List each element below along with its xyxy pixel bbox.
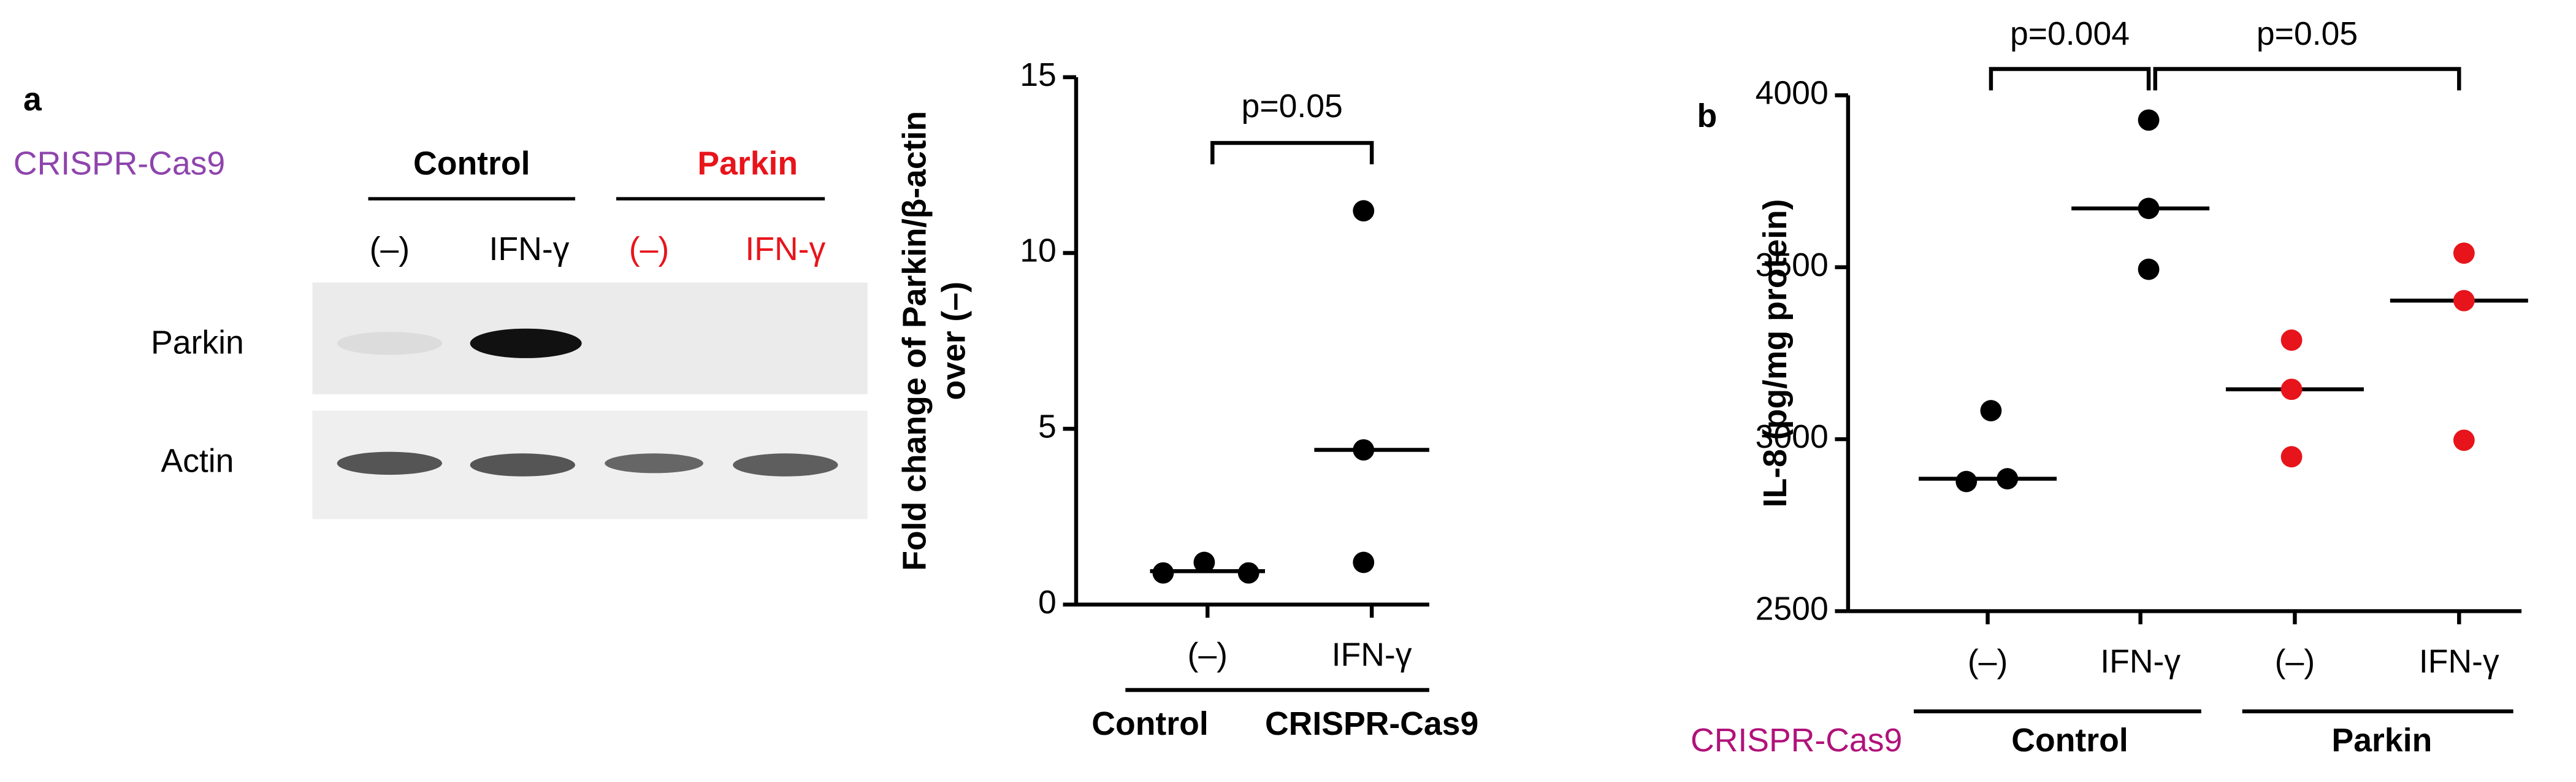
y-axis-label: Fold change of Parkin/β-actin xyxy=(896,111,933,571)
point xyxy=(2138,197,2160,220)
x-tick-label: (–) xyxy=(2275,643,2315,680)
lane-label: IFN-γ xyxy=(489,231,570,267)
y-tick-label: 2500 xyxy=(1756,591,1829,627)
x-tick-label: (–) xyxy=(1968,643,2008,680)
row-label: Actin xyxy=(161,443,234,480)
group-label: Control xyxy=(2011,723,2128,759)
band xyxy=(337,451,443,475)
y-tick-label: 4000 xyxy=(1756,75,1829,112)
y-axis-label: IL-8 (pg/mg protein) xyxy=(1757,199,1794,507)
band xyxy=(733,453,838,477)
p-value: p=0.05 xyxy=(2257,16,2358,52)
point xyxy=(1152,562,1174,584)
group-sublabel: CRISPR-Cas9 xyxy=(1265,706,1478,742)
band xyxy=(470,328,582,358)
group-label: Parkin xyxy=(2332,723,2433,759)
significance-bracket xyxy=(1210,140,1374,164)
point xyxy=(1955,470,1978,493)
point xyxy=(2138,109,2160,131)
group-label: Control xyxy=(413,146,530,182)
point xyxy=(2453,429,2475,451)
point xyxy=(2280,378,2303,401)
y-tick-label: 3500 xyxy=(1756,247,1829,283)
lane-label: (–) xyxy=(370,231,410,267)
y-tick-label: 5 xyxy=(1038,408,1057,445)
p-value: p=0.05 xyxy=(1242,88,1343,125)
crispr-label: CRISPR-Cas9 xyxy=(13,146,225,182)
panel-label: b xyxy=(1697,98,1717,134)
lane-label: (–) xyxy=(629,231,669,267)
point xyxy=(1353,439,1375,461)
y-axis-label: over (–) xyxy=(936,282,973,400)
y-tick-label: 10 xyxy=(1020,233,1057,269)
point xyxy=(2280,329,2303,351)
point xyxy=(1193,551,1215,573)
point xyxy=(2453,242,2475,264)
point xyxy=(1237,562,1259,584)
x-tick-label: IFN-γ xyxy=(1332,637,1412,673)
crispr-label: CRISPR-Cas9 xyxy=(1691,723,1902,759)
point xyxy=(2280,446,2303,468)
x-tick-label: IFN-γ xyxy=(2419,643,2499,680)
y-tick-label: 3000 xyxy=(1756,419,1829,455)
band xyxy=(337,332,443,355)
point xyxy=(2453,289,2475,312)
point xyxy=(2138,258,2160,280)
x-tick-label: (–) xyxy=(1188,637,1228,673)
group-label: Parkin xyxy=(697,146,798,182)
row-label: Parkin xyxy=(151,325,244,361)
point xyxy=(1997,468,2019,489)
lane-label: IFN-γ xyxy=(745,231,825,267)
point xyxy=(1980,400,2002,421)
y-tick-label: 15 xyxy=(1020,57,1057,93)
point xyxy=(1353,200,1375,222)
band xyxy=(470,453,575,477)
panel-label: a xyxy=(23,82,42,118)
p-value: p=0.004 xyxy=(2010,16,2130,52)
y-tick-label: 0 xyxy=(1038,585,1057,621)
group-label: Control xyxy=(1091,706,1208,742)
point xyxy=(1353,551,1375,573)
x-tick-label: IFN-γ xyxy=(2100,643,2180,680)
band xyxy=(605,453,703,473)
significance-bracket xyxy=(2153,67,2461,91)
significance-bracket xyxy=(1989,67,2151,91)
